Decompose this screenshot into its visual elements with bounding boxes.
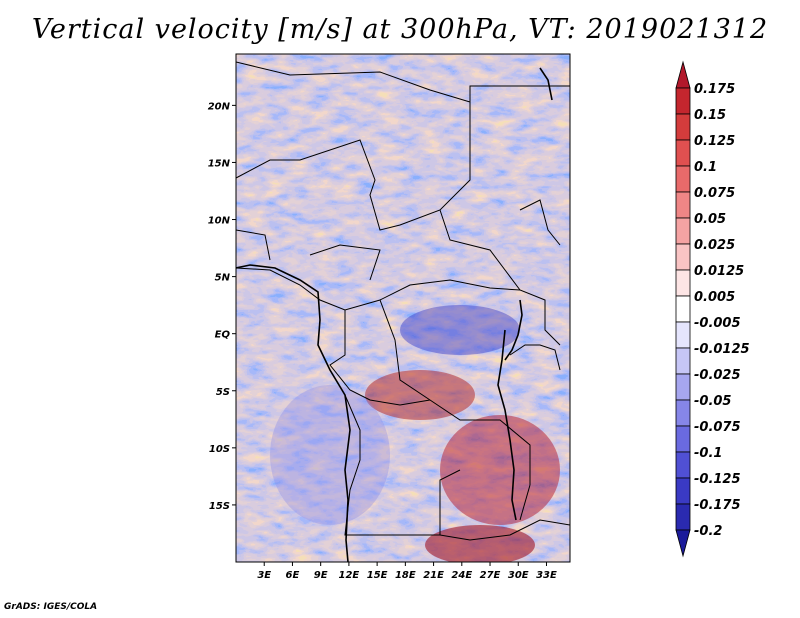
colorbar: 0.175 0.15 0.125 0.1 0.075 0.05 0.025 0.0125 0.0… bbox=[675, 60, 750, 558]
lon-label: 6E bbox=[286, 570, 300, 581]
lon-label: 12E bbox=[339, 570, 360, 581]
colorbar-label: 0.05 bbox=[694, 212, 726, 227]
colorbar-segment bbox=[675, 451, 691, 479]
velocity-field bbox=[236, 54, 570, 562]
colorbar-segment bbox=[675, 217, 691, 245]
lon-label: 3E bbox=[257, 570, 271, 581]
colorbar-segment bbox=[675, 503, 691, 531]
lat-label: EQ bbox=[215, 330, 231, 341]
coastline bbox=[236, 67, 553, 562]
colorbar-label: -0.0125 bbox=[694, 342, 750, 357]
colorbar-segment bbox=[675, 60, 691, 89]
latitude-axis: 20N 15N 10N 5N EQ 5S 10S 15S bbox=[208, 101, 236, 512]
colorbar-label: -0.005 bbox=[694, 316, 741, 331]
colorbar-label: -0.05 bbox=[694, 394, 731, 409]
lon-label: 15E bbox=[367, 570, 388, 581]
colorbar-segment bbox=[675, 87, 691, 115]
longitude-axis: 3E 6E 9E 12E 15E 18E 21E 24E 27E 30E 33E bbox=[257, 562, 557, 581]
lon-label: 33E bbox=[536, 570, 557, 581]
colorbar-label: 0.025 bbox=[694, 238, 735, 253]
colorbar-label: -0.175 bbox=[694, 498, 741, 513]
colorbar-segment bbox=[675, 113, 691, 141]
colorbar-label: -0.075 bbox=[694, 420, 741, 435]
lat-label: 10N bbox=[208, 216, 231, 227]
lon-label: 27E bbox=[480, 570, 501, 581]
colorbar-segment bbox=[675, 529, 691, 558]
lat-label: 5N bbox=[215, 273, 231, 284]
map-title: Vertical velocity [m/s] at 300hPa, VT: 2… bbox=[31, 14, 769, 45]
map-frame bbox=[235, 53, 571, 563]
ascent-zone-south bbox=[425, 525, 535, 562]
colorbar-label: -0.125 bbox=[694, 472, 741, 487]
descent-zone-equator bbox=[400, 305, 520, 355]
descent-zone-angola bbox=[270, 385, 390, 525]
colorbar-segment bbox=[675, 321, 691, 349]
lon-label: 30E bbox=[508, 570, 529, 581]
ascent-zone-southeast bbox=[440, 415, 560, 525]
colorbar-label: 0.125 bbox=[694, 134, 735, 149]
colorbar-label: 0.1 bbox=[694, 160, 717, 175]
colorbar-label: -0.1 bbox=[694, 446, 722, 461]
colorbar-segment bbox=[675, 295, 691, 323]
grads-credit: GrADS: IGES/COLA bbox=[4, 602, 98, 612]
lon-label: 24E bbox=[451, 570, 472, 581]
colorbar-segment bbox=[675, 191, 691, 219]
lat-label: 15N bbox=[208, 158, 231, 169]
colorbar-label: -0.2 bbox=[694, 524, 722, 539]
colorbar-segment bbox=[675, 139, 691, 167]
lon-label: 18E bbox=[395, 570, 416, 581]
lon-label: 21E bbox=[423, 570, 444, 581]
colorbar-segment bbox=[675, 477, 691, 505]
lat-label: 20N bbox=[208, 101, 231, 112]
colorbar-segment bbox=[675, 425, 691, 453]
colorbar-label: 0.075 bbox=[694, 186, 735, 201]
colorbar-label: 0.005 bbox=[694, 290, 735, 305]
lon-label: 9E bbox=[314, 570, 328, 581]
lat-label: 10S bbox=[209, 444, 230, 455]
lat-label: 15S bbox=[209, 501, 230, 512]
colorbar-label: 0.15 bbox=[694, 108, 726, 123]
colorbar-label: 0.0125 bbox=[694, 264, 744, 279]
colorbar-segment bbox=[675, 399, 691, 427]
colorbar-label: 0.175 bbox=[694, 82, 735, 97]
colorbar-segment bbox=[675, 269, 691, 297]
ascent-zone-congo bbox=[365, 370, 475, 420]
colorbar-segment bbox=[675, 165, 691, 193]
colorbar-segment bbox=[675, 347, 691, 375]
colorbar-segment bbox=[675, 243, 691, 271]
colorbar-label: -0.025 bbox=[694, 368, 741, 383]
lat-label: 5S bbox=[216, 387, 230, 398]
colorbar-segment bbox=[675, 373, 691, 401]
